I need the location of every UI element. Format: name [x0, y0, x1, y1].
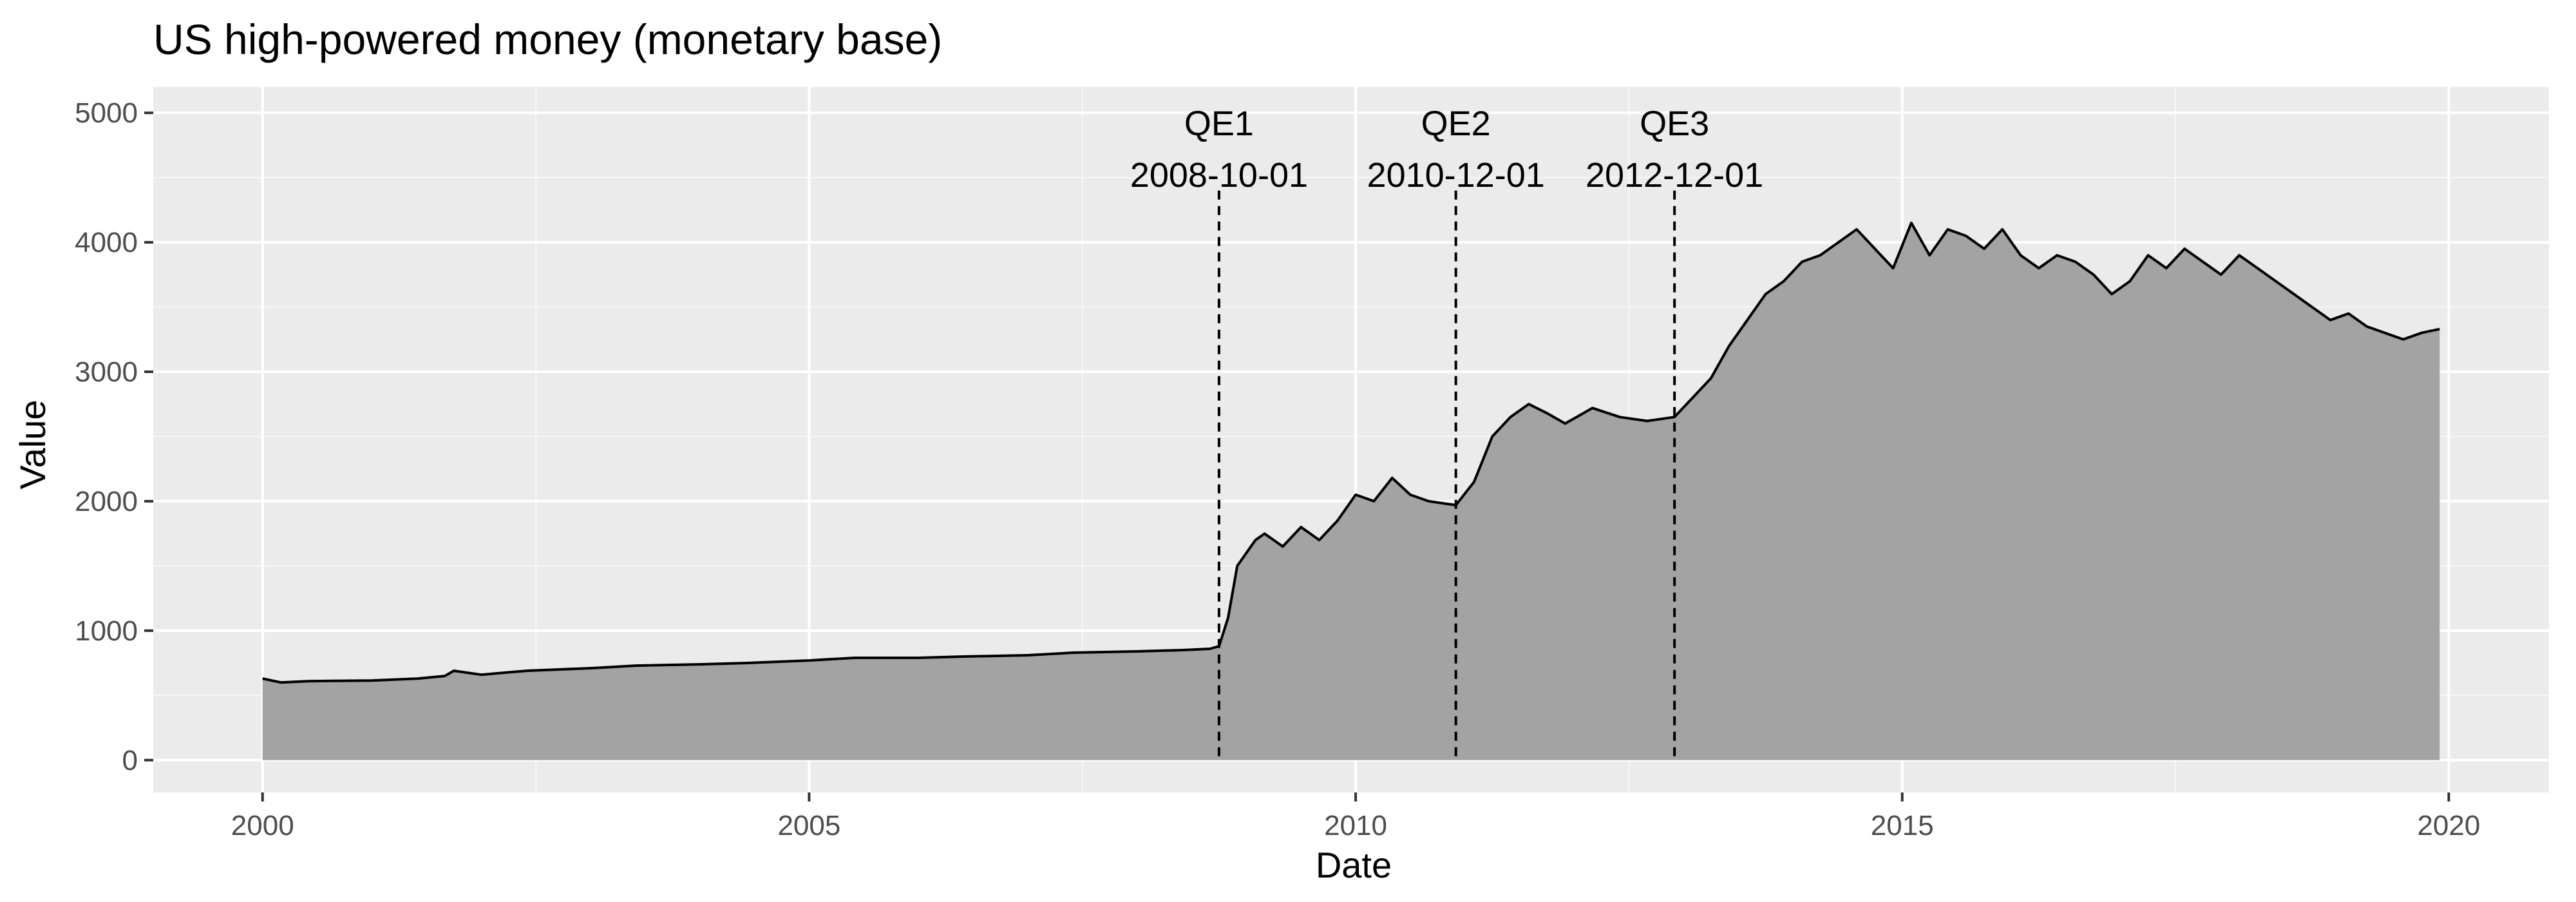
- y-axis-label: Value: [12, 399, 53, 489]
- y-tick-label: 2000: [75, 486, 138, 517]
- qe-name-label: QE3: [1640, 104, 1709, 143]
- x-tick-label: 2000: [231, 810, 294, 841]
- x-axis-label: Date: [1316, 845, 1392, 885]
- x-tick-label: 2015: [1871, 810, 1934, 841]
- qe-date-label: 2012-12-01: [1586, 156, 1763, 195]
- chart-title: US high-powered money (monetary base): [153, 15, 942, 63]
- qe-labels: QE1 2008-10-01 QE2 2010-12-01 QE3 2012-12-01: [1130, 104, 1763, 195]
- y-tick-label: 5000: [75, 97, 138, 129]
- x-axis: 2000 2005 2010 2015 2020: [231, 792, 2480, 841]
- x-tick-label: 2005: [777, 810, 840, 841]
- qe-name-label: QE2: [1421, 104, 1491, 143]
- qe-lines: [1217, 190, 1676, 760]
- y-tick-label: 3000: [75, 356, 138, 388]
- qe-date-label: 2008-10-01: [1130, 156, 1308, 195]
- series-area: [262, 223, 2440, 760]
- x-tick-label: 2010: [1324, 810, 1387, 841]
- x-tick-label: 2020: [2417, 810, 2480, 841]
- y-tick-label: 0: [122, 745, 138, 776]
- y-axis: 0 1000 2000 3000 4000 5000: [75, 97, 153, 776]
- qe-name-label: QE1: [1184, 104, 1254, 143]
- y-tick-label: 1000: [75, 615, 138, 647]
- area-layer: [262, 222, 2440, 760]
- y-tick-label: 4000: [75, 227, 138, 258]
- qe-date-label: 2010-12-01: [1367, 156, 1545, 195]
- series-line: [262, 222, 2440, 684]
